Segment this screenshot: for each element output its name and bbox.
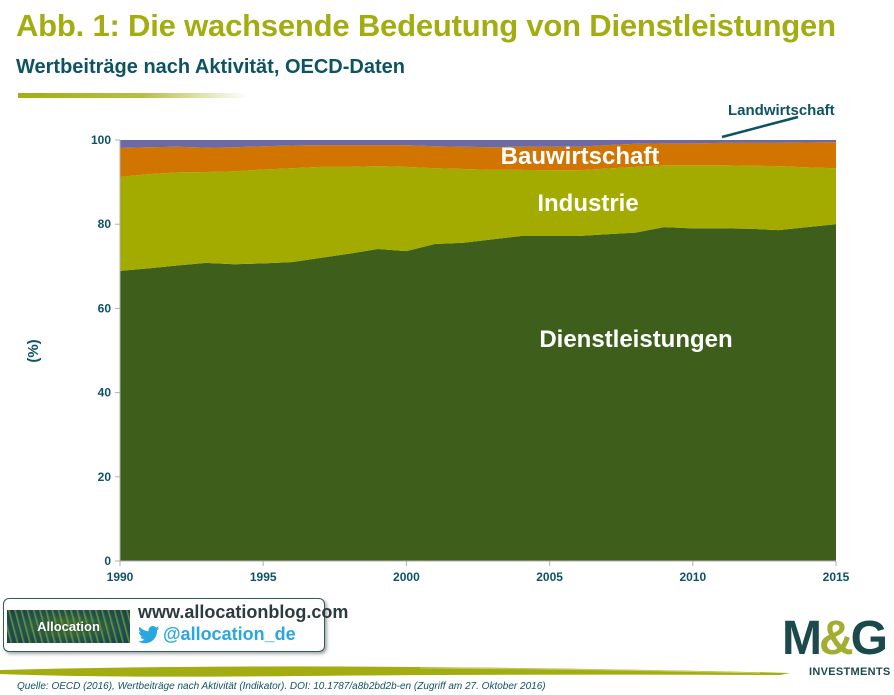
mg-logo-subtitle: INVESTMENTS <box>809 666 891 678</box>
blog-url-link[interactable]: www.allocationblog.com <box>138 602 349 622</box>
x-tick-label: 1990 <box>107 570 134 584</box>
stacked-area-chart: 0 20 40 60 80 100 1990 1995 2000 2005 2010 2015 (%… <box>25 102 850 584</box>
twitter-handle: @allocation_de <box>163 624 296 644</box>
chart-areas <box>120 140 836 561</box>
source-note: Quelle: OECD (2016), Wertbeiträge nach A… <box>17 681 546 692</box>
area-label-landwirtschaft: Landwirtschaft <box>728 102 835 119</box>
area-label-industrie: Industrie <box>537 190 638 217</box>
x-tick-label: 2000 <box>393 570 420 584</box>
area-industrie <box>120 165 836 271</box>
x-tick-label: 2010 <box>679 570 706 584</box>
allocation-logo-text: Allocation <box>37 619 100 634</box>
y-tick-label: 20 <box>98 470 112 484</box>
area-bauwirtschaft <box>120 142 836 177</box>
chart-axes <box>119 140 836 562</box>
decorative-brush-stroke <box>0 666 790 677</box>
x-tick-label: 1995 <box>250 570 277 584</box>
x-tick-label: 2015 <box>823 570 850 584</box>
x-tick-label: 2005 <box>536 570 563 584</box>
area-label-dienstleistungen: Dienstleistungen <box>539 326 732 353</box>
y-tick-label: 40 <box>98 386 112 400</box>
title-underline <box>18 93 248 98</box>
area-landwirtschaft <box>120 140 836 148</box>
area-label-bauwirtschaft: Bauwirtschaft <box>501 143 660 170</box>
mg-investments-logo: M&G INVESTMENTS <box>782 614 892 692</box>
area-dienstleistungen <box>120 224 836 561</box>
y-tick-label: 80 <box>98 217 112 231</box>
y-ticks: 0 20 40 60 80 100 <box>91 133 120 568</box>
twitter-bird-icon <box>138 625 160 643</box>
y-axis-label: (%) <box>25 339 42 362</box>
landwirtschaft-callout-line <box>721 115 799 139</box>
mg-logo-text: M&G <box>782 612 888 665</box>
twitter-link[interactable]: @allocation_de <box>138 624 296 645</box>
y-tick-label: 100 <box>91 133 111 147</box>
allocation-logo: Allocation <box>7 610 130 643</box>
chart-title: Abb. 1: Die wachsende Bedeutung von Dien… <box>16 8 836 43</box>
social-links-box: Allocation www.allocationblog.com @alloc… <box>3 598 348 652</box>
y-tick-label: 0 <box>104 554 111 568</box>
x-ticks: 1990 1995 2000 2005 2010 2015 <box>107 561 850 584</box>
y-tick-label: 60 <box>98 301 112 315</box>
chart-subtitle: Wertbeiträge nach Aktivität, OECD-Daten <box>16 56 405 78</box>
